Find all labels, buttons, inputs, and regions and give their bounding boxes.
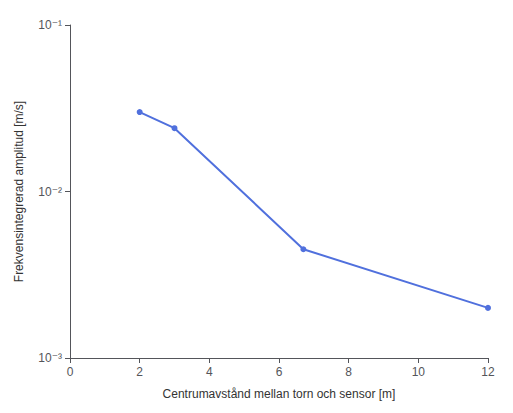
svg-text:0: 0 [67, 365, 74, 379]
svg-text:6: 6 [276, 365, 283, 379]
svg-text:10⁻²: 10⁻² [38, 185, 62, 199]
svg-text:2: 2 [136, 365, 143, 379]
svg-text:8: 8 [345, 365, 352, 379]
svg-text:10⁻¹: 10⁻¹ [38, 18, 62, 32]
svg-text:4: 4 [206, 365, 213, 379]
svg-text:10: 10 [412, 365, 426, 379]
svg-text:10⁻³: 10⁻³ [38, 351, 62, 365]
svg-text:Frekvensintegrerad amplitud [m: Frekvensintegrerad amplitud [m/s] [12, 101, 26, 282]
svg-text:12: 12 [481, 365, 495, 379]
svg-text:Centrumavstånd mellan torn och: Centrumavstånd mellan torn och sensor [m… [163, 387, 396, 401]
